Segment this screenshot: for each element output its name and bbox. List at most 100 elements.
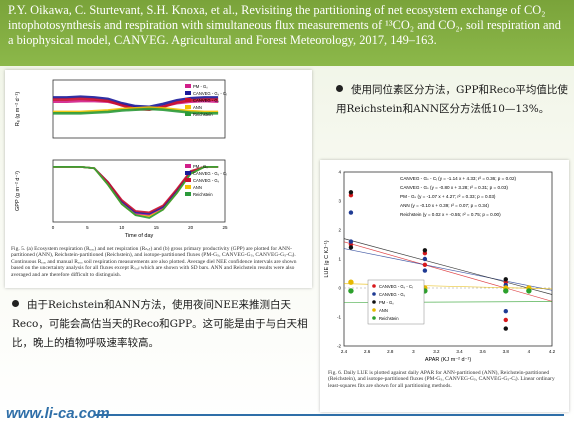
fit-equation: PM - Gₛ (y = -1.07 x + 4.27; r² = 0.33; … — [400, 194, 496, 199]
legend-swatch — [185, 192, 191, 196]
x-tick-label: 3.4 — [456, 349, 463, 354]
data-point-4 — [526, 288, 532, 294]
data-point-1 — [348, 210, 354, 215]
data-point-4 — [503, 288, 509, 294]
data-point-1 — [348, 239, 354, 244]
fit-equation: CANVEG - Gₛ - Cᵢ (y = -1.14 x + 4.33; r²… — [400, 176, 517, 181]
paper-citation: P.Y. Oikawa, C. Sturtevant, S.H. Knoxa, … — [8, 3, 561, 47]
data-point-4 — [348, 288, 354, 294]
footer-divider — [94, 414, 564, 416]
x-tick-label: 3 — [412, 349, 415, 354]
citation-banner — [0, 0, 574, 66]
x-tick-label: 4 — [528, 349, 531, 354]
legend-swatch — [185, 91, 191, 95]
bullet-dot-icon — [336, 85, 343, 92]
data-point-1 — [422, 256, 428, 262]
x-tick-label: 2.4 — [341, 349, 348, 354]
x-tick-label: 3.6 — [480, 349, 487, 354]
figure-6-caption: Fig. 6. Daily LUE is plotted against dai… — [328, 370, 555, 389]
legend-label: PM - Gₛ — [193, 164, 208, 169]
figure-6-plot: CANVEG - Gₛ - Cᵢ (y = -1.14 x + 4.33; r²… — [324, 170, 556, 364]
x-axis-label: Time of day — [125, 233, 154, 239]
x-tick-label: 15 — [154, 225, 160, 230]
data-point-0 — [503, 317, 508, 323]
legend-marker — [372, 308, 376, 312]
y-axis-label: Rₑ (g m⁻² d⁻¹) — [15, 92, 21, 127]
legend-marker — [372, 300, 376, 304]
fit-line-1 — [343, 248, 553, 291]
bullet-dot-icon — [12, 300, 19, 307]
data-point-2 — [503, 277, 508, 282]
x-tick-label: 2.6 — [364, 349, 371, 354]
x-axis-label: APAR (KJ m⁻² d⁻¹) — [425, 357, 472, 363]
y-axis-label: LUE (g C KJ⁻¹) — [324, 240, 330, 277]
legend-swatch — [185, 171, 191, 175]
y-tick-label: -2 — [337, 344, 341, 349]
bullet-left-text: 由于Reichstein和ANN方法，使用夜间NEE来推测白天Reco，可能会高… — [12, 299, 308, 349]
bullet-nighttime-nee: 由于Reichstein和ANN方法，使用夜间NEE来推测白天Reco，可能会高… — [12, 296, 312, 353]
legend-label: CANVEG - Gₛ — [193, 98, 220, 103]
figure-6-card: CANVEG - Gₛ - Cᵢ (y = -1.14 x + 4.33; r²… — [320, 160, 569, 412]
y-tick-label: 1 — [338, 257, 341, 262]
legend-label: CANVEG - Gₛ - Cᵢ — [193, 91, 227, 96]
legend-box — [367, 279, 425, 325]
x-tick-label: 2.8 — [387, 349, 394, 354]
bullet-right-text: 使用同位素区分方法，GPP和Reco平均值比使用Reichstein和ANN区分… — [336, 84, 568, 115]
x-tick-label: 25 — [222, 225, 228, 230]
y-tick-label: -1 — [337, 315, 341, 320]
figure-5-card: Rₑ (g m⁻² d⁻¹) PM - Gₛ CANVEG - Gₛ - Cᵢ CAN… — [5, 70, 312, 288]
x-tick-label: 5 — [86, 225, 89, 230]
fit-equation: ANN (y = -0.10 x + 0.39; r² = 0.07; p = … — [400, 203, 489, 208]
x-tick-label: 3.2 — [433, 349, 440, 354]
data-point-2 — [503, 326, 508, 331]
legend-label: Reichstein — [379, 316, 399, 321]
y-tick-label: 4 — [338, 170, 341, 175]
data-point-2 — [348, 245, 354, 250]
data-point-2 — [348, 190, 354, 195]
x-tick-label: 0 — [52, 225, 55, 230]
data-point-1 — [503, 309, 508, 314]
legend-label: ANN — [193, 105, 202, 110]
footer-website[interactable]: www.li-ca.com — [6, 405, 110, 422]
legend-label: Reichstein — [193, 112, 213, 117]
legend-label: ANN — [379, 308, 388, 313]
legend-label: CANVEG - Gₛ — [193, 178, 220, 183]
legend-label: CANVEG - Gₛ - Cᵢ — [379, 284, 413, 289]
legend-label: Reichstein — [193, 192, 213, 197]
figure-5-plot: Rₑ (g m⁻² d⁻¹) PM - Gₛ CANVEG - Gₛ - Cᵢ CAN… — [15, 79, 228, 239]
legend-swatch — [185, 164, 191, 168]
figure-5-caption: Fig. 5. (a) Ecosystem respiration (Rₑₒₒ)… — [11, 246, 297, 278]
legend-label: CANVEG - Gₛ - Cᵢ — [193, 171, 227, 176]
legend-swatch — [185, 178, 191, 182]
legend-label: PM - Gₛ — [193, 84, 208, 89]
x-tick-label: 3.8 — [503, 349, 510, 354]
data-point-3 — [348, 279, 354, 285]
data-point-2 — [422, 248, 428, 253]
bullet-isotope-partitioning: 使用同位素区分方法，GPP和Reco平均值比使用Reichstein和ANN区分… — [336, 81, 570, 119]
legend-label: ANN — [193, 185, 202, 190]
legend-swatch — [185, 185, 191, 189]
y-tick-label: 3 — [338, 199, 341, 204]
data-point-1 — [422, 268, 428, 273]
x-tick-label: 4.2 — [549, 349, 556, 354]
legend-swatch — [185, 84, 191, 88]
y-tick-label: 2 — [338, 228, 341, 233]
legend-label: PM - Gₛ — [379, 300, 394, 305]
legend-swatch — [185, 105, 191, 109]
fit-line-0 — [343, 241, 553, 302]
fit-equation: CANVEG - Gₛ (y = -0.80 x + 3.28; r² = 0.… — [400, 185, 508, 190]
legend-swatch — [185, 112, 191, 116]
legend-marker — [372, 284, 376, 288]
y-axis-label: GPP (g m⁻² d⁻¹) — [15, 171, 21, 211]
legend-marker — [372, 292, 376, 296]
x-tick-label: 20 — [188, 225, 194, 230]
legend-label: CANVEG - Gₛ — [379, 292, 406, 297]
x-tick-label: 10 — [119, 225, 125, 230]
legend-marker — [372, 316, 376, 320]
data-point-0 — [422, 262, 428, 267]
y-tick-label: 0 — [338, 286, 341, 291]
fit-line-2 — [343, 238, 553, 295]
series-line-3 — [53, 106, 219, 114]
fit-equation: Reichstein (y = 0.02 x + -0.55; r² = 0.7… — [400, 212, 501, 217]
legend-swatch — [185, 98, 191, 102]
